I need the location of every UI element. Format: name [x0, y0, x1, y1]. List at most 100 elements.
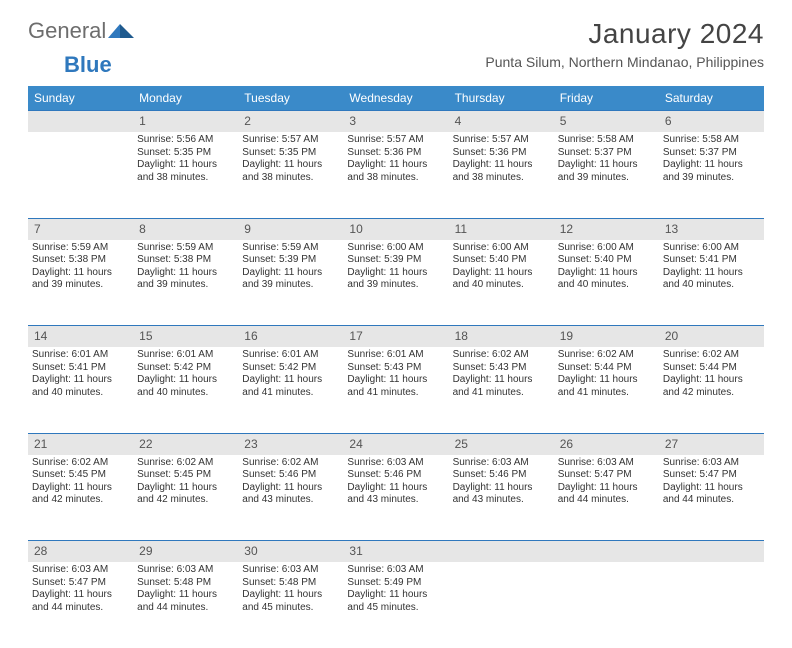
day-cell: Sunrise: 5:56 AMSunset: 5:35 PMDaylight:…	[133, 132, 238, 218]
sunset-text: Sunset: 5:47 PM	[32, 577, 129, 590]
sunset-text: Sunset: 5:41 PM	[663, 254, 760, 267]
daylight-text: Daylight: 11 hours and 41 minutes.	[558, 374, 655, 399]
sunset-text: Sunset: 5:42 PM	[242, 362, 339, 375]
day-cell: Sunrise: 6:03 AMSunset: 5:47 PMDaylight:…	[554, 455, 659, 541]
location-line: Punta Silum, Northern Mindanao, Philippi…	[485, 54, 764, 70]
day-number: 12	[554, 218, 659, 240]
sunset-text: Sunset: 5:36 PM	[347, 147, 444, 160]
sunrise-text: Sunrise: 6:02 AM	[32, 457, 129, 470]
day-cell	[554, 562, 659, 648]
day-cell: Sunrise: 5:58 AMSunset: 5:37 PMDaylight:…	[554, 132, 659, 218]
sunset-text: Sunset: 5:43 PM	[453, 362, 550, 375]
sunset-text: Sunset: 5:38 PM	[32, 254, 129, 267]
daylight-text: Daylight: 11 hours and 39 minutes.	[347, 267, 444, 292]
day-number: 26	[554, 433, 659, 455]
daylight-text: Daylight: 11 hours and 39 minutes.	[663, 159, 760, 184]
day-number: 2	[238, 111, 343, 133]
sunset-text: Sunset: 5:44 PM	[663, 362, 760, 375]
sunrise-text: Sunrise: 6:00 AM	[453, 242, 550, 255]
daylight-text: Daylight: 11 hours and 44 minutes.	[32, 589, 129, 614]
day-cell: Sunrise: 6:03 AMSunset: 5:49 PMDaylight:…	[343, 562, 448, 648]
sunrise-text: Sunrise: 5:56 AM	[137, 134, 234, 147]
day-number: 25	[449, 433, 554, 455]
weekday-col: Sunday	[28, 86, 133, 111]
daylight-text: Daylight: 11 hours and 43 minutes.	[242, 482, 339, 507]
daylight-text: Daylight: 11 hours and 44 minutes.	[137, 589, 234, 614]
daylight-text: Daylight: 11 hours and 43 minutes.	[453, 482, 550, 507]
sunrise-text: Sunrise: 5:57 AM	[453, 134, 550, 147]
day-number: 22	[133, 433, 238, 455]
calendar-page: General January 2024 Punta Silum, Northe…	[0, 0, 792, 612]
day-number: 11	[449, 218, 554, 240]
day-number: 29	[133, 541, 238, 563]
sunrise-text: Sunrise: 6:02 AM	[137, 457, 234, 470]
day-cell: Sunrise: 6:01 AMSunset: 5:42 PMDaylight:…	[133, 347, 238, 433]
sunset-text: Sunset: 5:35 PM	[242, 147, 339, 160]
day-number: 21	[28, 433, 133, 455]
day-cell: Sunrise: 6:00 AMSunset: 5:39 PMDaylight:…	[343, 240, 448, 326]
day-cell: Sunrise: 6:00 AMSunset: 5:40 PMDaylight:…	[554, 240, 659, 326]
daylight-text: Daylight: 11 hours and 44 minutes.	[663, 482, 760, 507]
daylight-text: Daylight: 11 hours and 45 minutes.	[347, 589, 444, 614]
day-cell: Sunrise: 5:57 AMSunset: 5:36 PMDaylight:…	[343, 132, 448, 218]
sunset-text: Sunset: 5:46 PM	[453, 469, 550, 482]
day-number: 24	[343, 433, 448, 455]
day-cell: Sunrise: 6:03 AMSunset: 5:47 PMDaylight:…	[659, 455, 764, 541]
daynum-row: 123456	[28, 111, 764, 133]
day-number: 16	[238, 326, 343, 348]
daylight-text: Daylight: 11 hours and 39 minutes.	[558, 159, 655, 184]
day-cell: Sunrise: 6:00 AMSunset: 5:41 PMDaylight:…	[659, 240, 764, 326]
sunrise-text: Sunrise: 6:01 AM	[137, 349, 234, 362]
day-cell	[659, 562, 764, 648]
sunset-text: Sunset: 5:47 PM	[558, 469, 655, 482]
day-number: 27	[659, 433, 764, 455]
day-cell: Sunrise: 5:59 AMSunset: 5:38 PMDaylight:…	[28, 240, 133, 326]
daynum-row: 21222324252627	[28, 433, 764, 455]
day-cell: Sunrise: 6:02 AMSunset: 5:43 PMDaylight:…	[449, 347, 554, 433]
sunset-text: Sunset: 5:41 PM	[32, 362, 129, 375]
daylight-text: Daylight: 11 hours and 39 minutes.	[137, 267, 234, 292]
sunset-text: Sunset: 5:48 PM	[242, 577, 339, 590]
calendar-table: Sunday Monday Tuesday Wednesday Thursday…	[28, 86, 764, 648]
sunset-text: Sunset: 5:40 PM	[558, 254, 655, 267]
daylight-text: Daylight: 11 hours and 38 minutes.	[137, 159, 234, 184]
daynum-row: 78910111213	[28, 218, 764, 240]
detail-row: Sunrise: 5:56 AM Sunset: 5:35 PM Daylight:…	[28, 132, 764, 218]
sunrise-text: Sunrise: 6:02 AM	[242, 457, 339, 470]
detail-row: Sunrise: 6:02 AMSunset: 5:45 PMDaylight:…	[28, 455, 764, 541]
day-number: 3	[343, 111, 448, 133]
sunset-text: Sunset: 5:36 PM	[453, 147, 550, 160]
brand-part2: Blue	[64, 52, 112, 78]
daylight-text: Daylight: 11 hours and 39 minutes.	[32, 267, 129, 292]
daylight-text: Daylight: 11 hours and 41 minutes.	[347, 374, 444, 399]
calendar-body: 123456Sunrise: 5:56 AM Sunset: 5:35 PM Day…	[28, 111, 764, 648]
brand-logo: General	[28, 18, 136, 44]
day-number: 5	[554, 111, 659, 133]
sunrise-text: Sunrise: 6:03 AM	[558, 457, 655, 470]
sunset-text: Sunset: 5:43 PM	[347, 362, 444, 375]
weekday-header: Sunday Monday Tuesday Wednesday Thursday…	[28, 86, 764, 111]
day-number: 15	[133, 326, 238, 348]
sunrise-text: Sunrise: 5:58 AM	[663, 134, 760, 147]
daylight-text: Daylight: 11 hours and 39 minutes.	[242, 267, 339, 292]
sunrise-text: Sunrise: 5:59 AM	[137, 242, 234, 255]
sunrise-text: Sunrise: 6:00 AM	[558, 242, 655, 255]
day-cell: Sunrise: 6:02 AMSunset: 5:46 PMDaylight:…	[238, 455, 343, 541]
sunset-text: Sunset: 5:37 PM	[558, 147, 655, 160]
day-number: 28	[28, 541, 133, 563]
day-cell: Sunrise: 6:01 AMSunset: 5:42 PMDaylight:…	[238, 347, 343, 433]
day-number: 19	[554, 326, 659, 348]
day-number	[28, 111, 133, 133]
sunset-text: Sunset: 5:42 PM	[137, 362, 234, 375]
sunset-text: Sunset: 5:47 PM	[663, 469, 760, 482]
daylight-text: Daylight: 11 hours and 38 minutes.	[453, 159, 550, 184]
day-number	[449, 541, 554, 563]
day-cell	[28, 132, 133, 218]
day-number: 6	[659, 111, 764, 133]
sunrise-text: Sunrise: 6:00 AM	[663, 242, 760, 255]
sunset-text: Sunset: 5:39 PM	[242, 254, 339, 267]
daylight-text: Daylight: 11 hours and 38 minutes.	[347, 159, 444, 184]
day-cell: Sunrise: 6:01 AMSunset: 5:43 PMDaylight:…	[343, 347, 448, 433]
day-cell: Sunrise: 5:58 AMSunset: 5:37 PMDaylight:…	[659, 132, 764, 218]
sunrise-text: Sunrise: 6:03 AM	[347, 564, 444, 577]
